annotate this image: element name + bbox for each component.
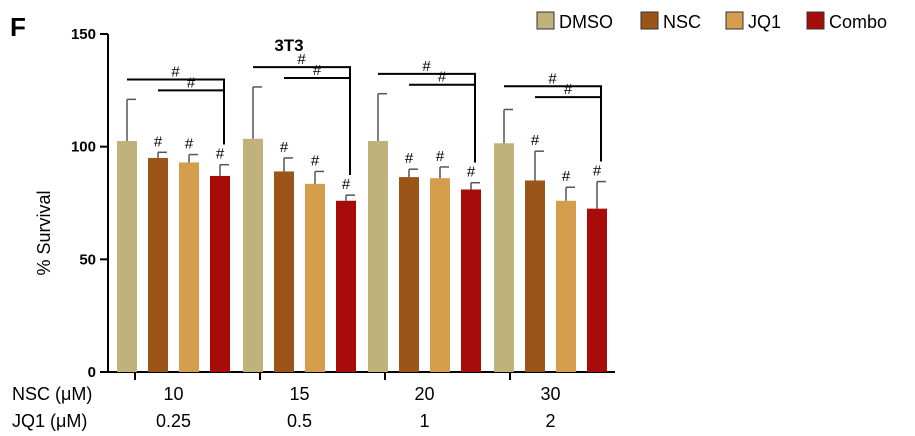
x-row-label: NSC (μM)	[12, 384, 92, 404]
bar-dmso	[494, 143, 514, 372]
comparison-bracket	[253, 66, 351, 175]
legend-label: JQ1	[748, 12, 781, 32]
bar-combo	[336, 200, 356, 372]
comparison-bracket	[127, 78, 225, 145]
bar-jq1	[556, 200, 576, 372]
legend-swatch	[536, 11, 555, 30]
significance-marker: #	[154, 133, 163, 150]
axes: 0 50 100 150 NSC (μM) 10 15 20 30 JQ1 (μM) 0.25 0.5…	[12, 26, 615, 431]
comparison-marker: #	[422, 58, 431, 75]
x-tick-label: 0.25	[156, 411, 191, 431]
significance-marker: #	[185, 136, 194, 153]
bar-jq1	[305, 183, 325, 372]
comparison-bracket	[409, 83, 476, 163]
y-tick-label: 100	[71, 139, 96, 156]
bar-combo	[587, 208, 607, 372]
y-tick-label: 50	[79, 251, 96, 268]
bar-nsc	[525, 180, 545, 372]
panel-label: F	[10, 12, 26, 42]
y-axis-label: % Survival	[34, 190, 54, 275]
x-tick-label: 1	[419, 411, 429, 431]
bar-jq1	[179, 162, 199, 372]
bars	[117, 86, 607, 372]
x-tick-label: 2	[545, 411, 555, 431]
significance-marker: #	[405, 150, 414, 167]
bar-jq1	[430, 178, 450, 372]
significance-marker: #	[342, 176, 351, 193]
comparison-marker: #	[187, 74, 196, 91]
y-tick-label: 150	[71, 26, 96, 43]
bar-dmso	[368, 141, 388, 372]
comparison-marker: #	[297, 51, 306, 68]
bar-dmso	[243, 138, 263, 372]
significance-marker: #	[531, 132, 540, 149]
comparison-marker: #	[564, 81, 573, 98]
significance-marker: #	[593, 163, 602, 180]
x-tick-label: 30	[540, 384, 560, 404]
legend: DMSO NSC JQ1 Combo	[536, 11, 887, 32]
bar-dmso	[117, 141, 137, 372]
x-row-label: JQ1 (μM)	[12, 411, 87, 431]
significance-marker: #	[436, 148, 445, 165]
significance-marker: #	[467, 164, 476, 181]
significance-marker: #	[562, 168, 571, 185]
legend-label: NSC	[663, 12, 701, 32]
legend-swatch	[806, 11, 825, 30]
comparison-marker: #	[548, 70, 557, 87]
significance-marker: #	[280, 139, 289, 156]
significance-marker: #	[311, 152, 320, 169]
legend-swatch	[725, 11, 744, 30]
comparison-marker: #	[438, 69, 447, 86]
comparison-bracket	[284, 76, 351, 175]
significance-annotations: # # # # # # # # # # # # # # # # # # # #	[127, 51, 602, 193]
x-tick-label: 15	[289, 384, 309, 404]
legend-label: Combo	[829, 12, 887, 32]
bar-combo	[461, 189, 481, 372]
x-tick-label: 20	[414, 384, 434, 404]
bar-nsc	[399, 177, 419, 372]
bar-nsc	[274, 171, 294, 372]
x-tick-label: 10	[163, 384, 183, 404]
y-tick-label: 0	[88, 364, 96, 381]
significance-marker: #	[216, 146, 225, 163]
comparison-bracket	[158, 89, 225, 145]
chart-title: 3T3	[274, 36, 303, 55]
bar-combo	[210, 175, 230, 372]
comparison-bracket	[378, 72, 476, 163]
legend-label: DMSO	[559, 12, 613, 32]
comparison-bracket	[535, 96, 602, 162]
bar-nsc	[148, 157, 168, 372]
comparison-marker: #	[171, 64, 180, 81]
legend-swatch	[640, 11, 659, 30]
x-tick-label: 0.5	[287, 411, 312, 431]
comparison-marker: #	[313, 62, 322, 79]
